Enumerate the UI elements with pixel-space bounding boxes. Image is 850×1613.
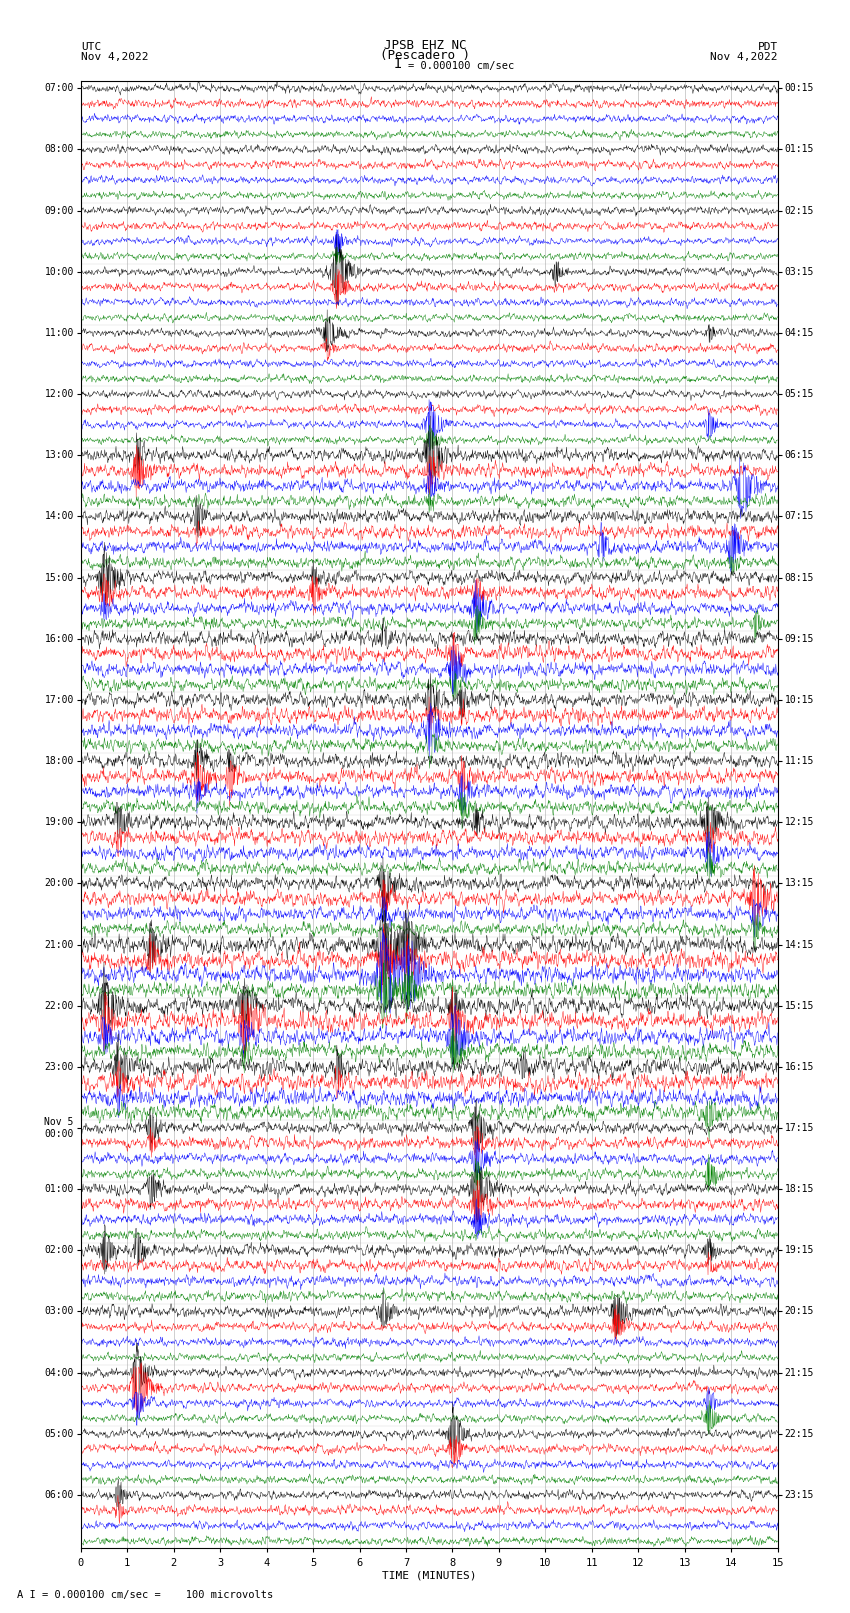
Text: Nov 4,2022: Nov 4,2022 [81, 52, 148, 63]
Text: I: I [394, 56, 402, 71]
Text: Nov 4,2022: Nov 4,2022 [711, 52, 778, 63]
Text: JPSB EHZ NC: JPSB EHZ NC [383, 39, 467, 52]
X-axis label: TIME (MINUTES): TIME (MINUTES) [382, 1571, 477, 1581]
Text: A I = 0.000100 cm/sec =    100 microvolts: A I = 0.000100 cm/sec = 100 microvolts [17, 1590, 273, 1600]
Text: = 0.000100 cm/sec: = 0.000100 cm/sec [408, 61, 514, 71]
Text: UTC: UTC [81, 42, 101, 52]
Text: PDT: PDT [757, 42, 778, 52]
Text: (Pescadero ): (Pescadero ) [380, 48, 470, 63]
